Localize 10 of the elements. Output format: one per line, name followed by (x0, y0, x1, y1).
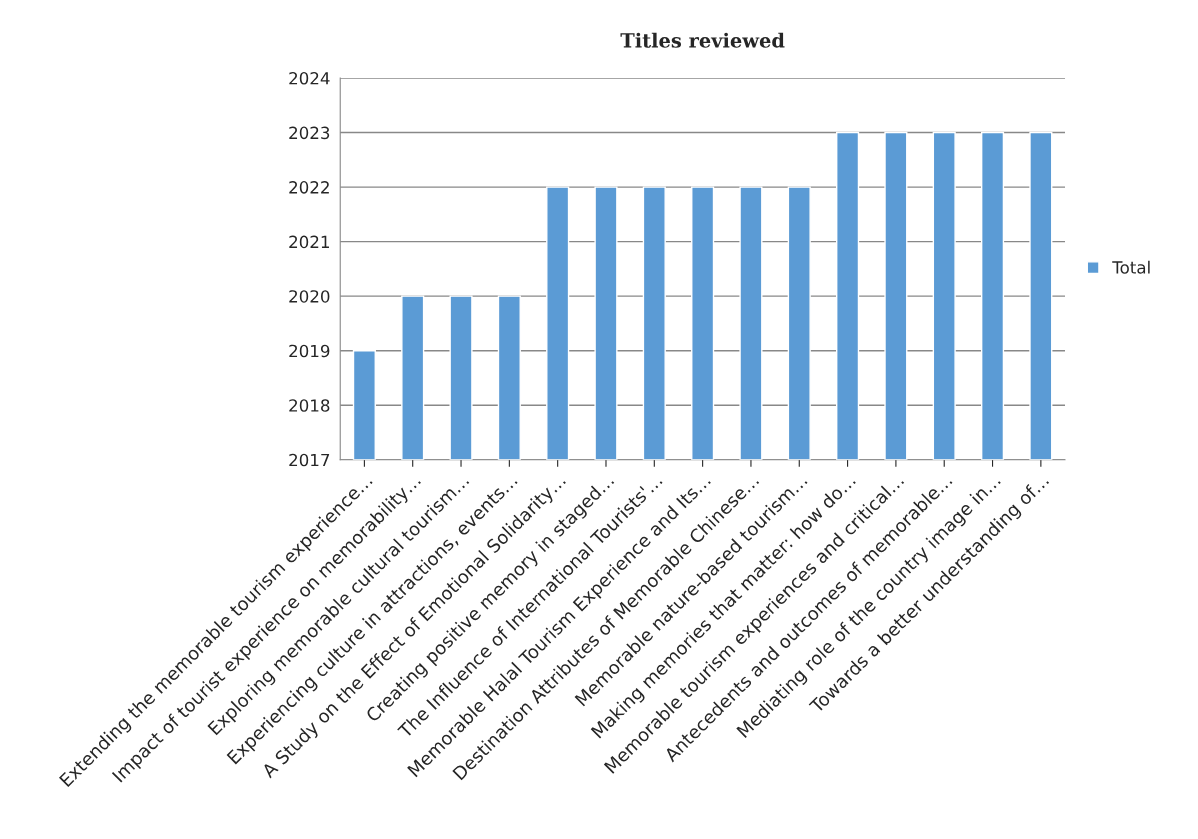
y-tick-label: 2022 (289, 181, 329, 194)
legend-label: Total (1112, 260, 1150, 274)
y-tick-label: 2023 (289, 126, 330, 140)
y-tick-label: 2021 (289, 235, 329, 249)
chart-title: Titles reviewed (620, 32, 785, 48)
y-tick-label: 2024 (289, 71, 330, 85)
y-tick-label: 2018 (289, 399, 330, 412)
y-tick-label: 2017 (289, 453, 330, 467)
y-tick-label: 2020 (289, 290, 330, 303)
y-tick-label: 2019 (289, 344, 330, 358)
